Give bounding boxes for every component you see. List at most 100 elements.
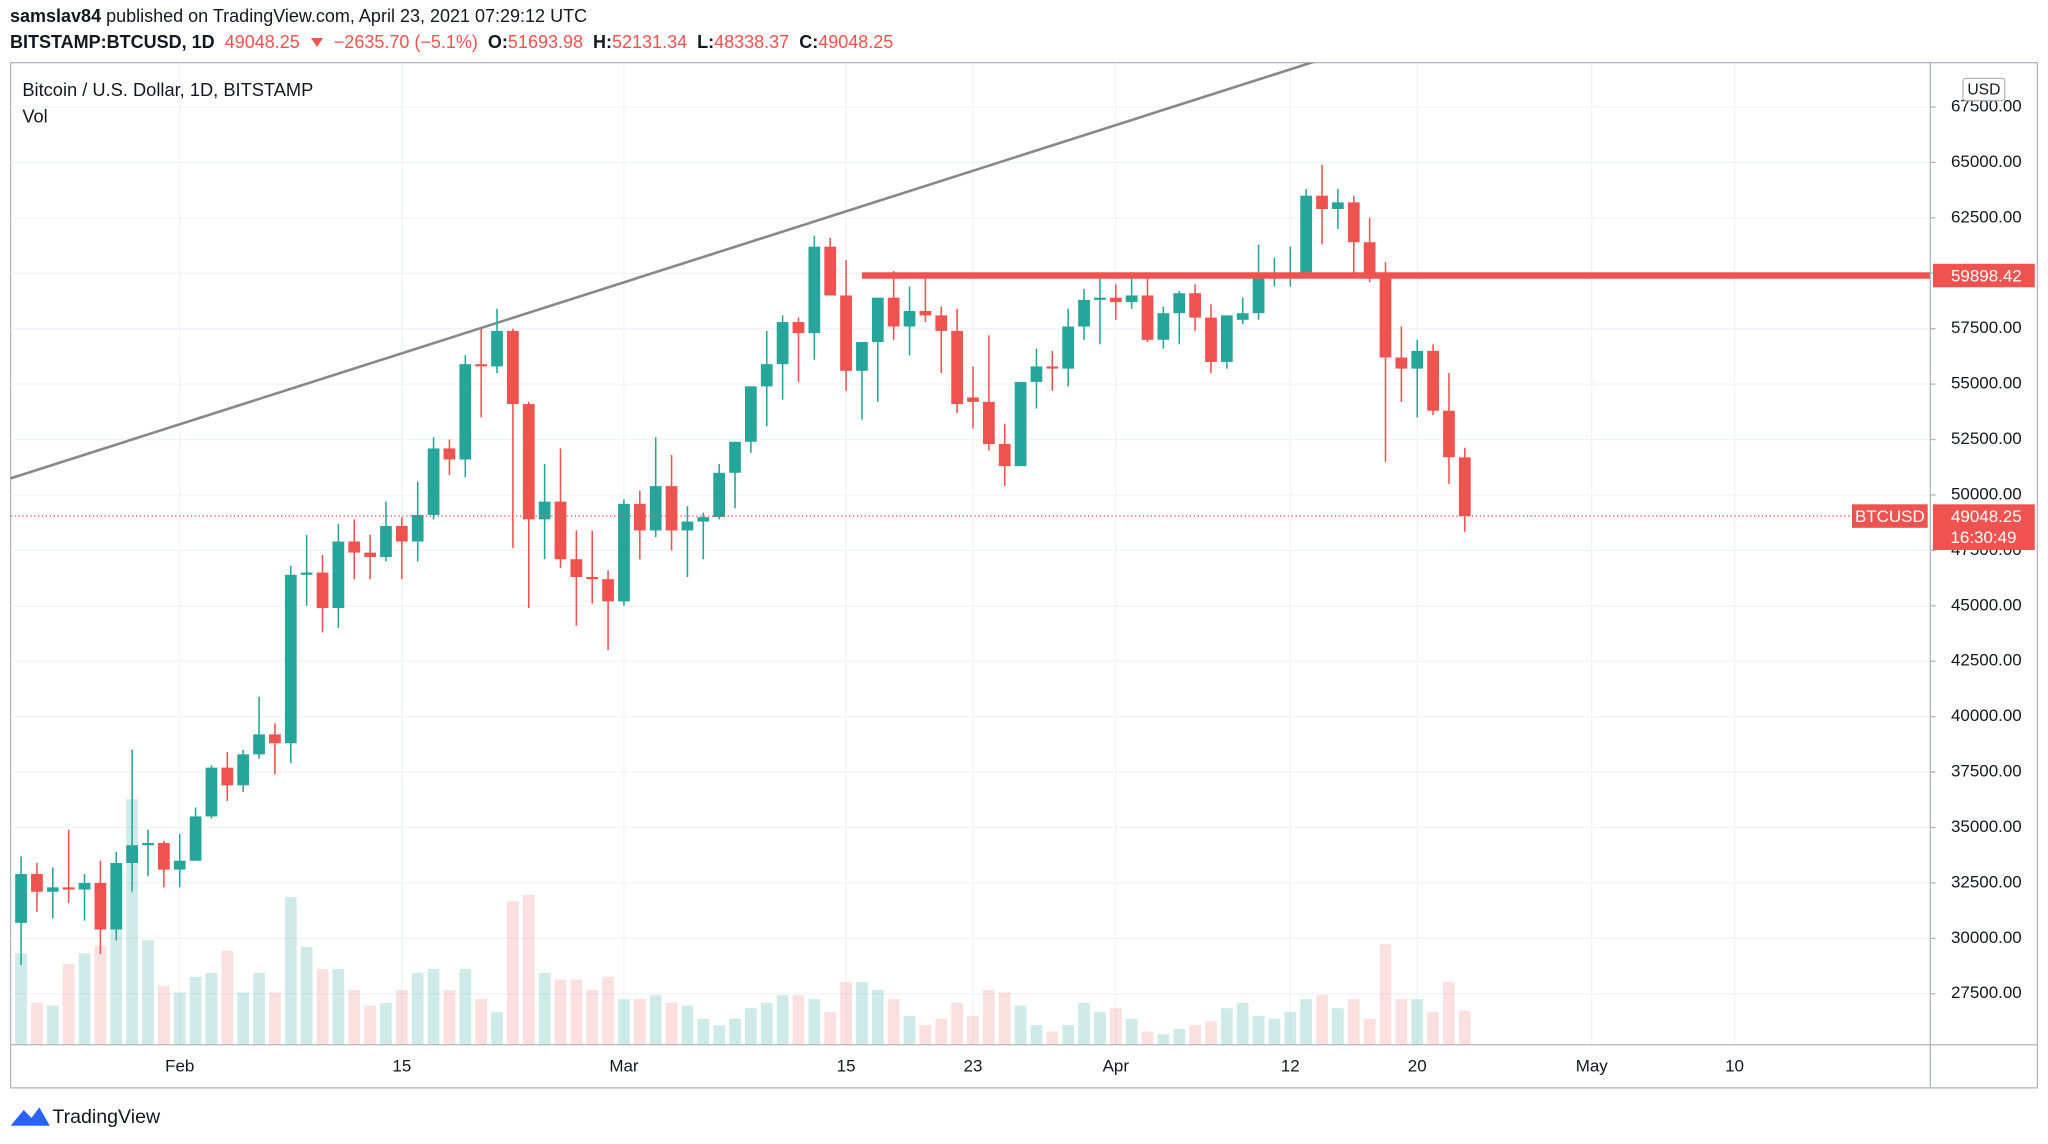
y-tick-label: 67500.00 — [1951, 97, 2022, 116]
candle-body — [554, 501, 567, 560]
volume-bar — [237, 992, 250, 1045]
candle-body — [808, 246, 821, 334]
candle-body — [760, 364, 773, 387]
candle-body — [745, 386, 757, 442]
volume-bar — [1094, 1012, 1106, 1045]
volume-bar — [1014, 1005, 1027, 1045]
candle-body — [142, 843, 154, 846]
volume-bar — [1300, 999, 1313, 1045]
frame — [9, 62, 2039, 1089]
volume-bar — [871, 989, 884, 1045]
candle-body — [332, 541, 345, 609]
candle-body — [1363, 242, 1376, 274]
volume-bar — [173, 992, 186, 1045]
candle-body — [316, 572, 329, 609]
volume-bar — [1347, 999, 1360, 1045]
candle-body — [1379, 273, 1392, 358]
candle-body — [126, 845, 139, 863]
volume-bar — [221, 950, 234, 1045]
countdown: 16:30:49 — [1950, 528, 2016, 547]
candle-body — [46, 887, 59, 892]
candle-body — [1189, 293, 1201, 318]
volume-bar — [1236, 1002, 1249, 1045]
candle-body — [284, 574, 297, 744]
symbol-tag-box — [1851, 504, 1928, 528]
volume-bar — [1220, 1008, 1233, 1045]
candle-body — [189, 816, 202, 861]
symbol-line: BITSTAMP:BTCUSD, 1D 49048.25 −2635.70 (−… — [10, 32, 898, 53]
volume-bar — [348, 989, 361, 1045]
y-tick-label: 42500.00 — [1951, 651, 2022, 670]
y-tick-label: 55000.00 — [1951, 374, 2022, 393]
candle-body — [62, 887, 75, 890]
candle-body — [570, 559, 583, 577]
volume-bar — [1157, 1034, 1170, 1045]
candle-body — [1395, 357, 1408, 369]
candle-body — [1316, 195, 1328, 209]
volume-bar — [1030, 1025, 1043, 1045]
candle-body — [1236, 313, 1249, 320]
x-tick-label: 20 — [1408, 1056, 1427, 1075]
volume-bar — [1284, 1012, 1297, 1045]
candle-body — [1125, 295, 1138, 303]
volume-bar — [300, 946, 313, 1045]
volume-bar — [729, 1018, 741, 1045]
volume-bar — [1078, 1002, 1090, 1045]
y-tick-label: 45000.00 — [1951, 595, 2022, 614]
volume-bar — [633, 999, 646, 1045]
ohlc-label: C: — [799, 32, 819, 52]
candle-body — [300, 572, 313, 575]
volume-bar — [1252, 1016, 1265, 1045]
candle-body — [1014, 381, 1027, 467]
candle-body — [173, 860, 186, 870]
volume-bar — [1332, 1008, 1344, 1045]
volume-bar — [31, 1002, 43, 1045]
candle-body — [348, 541, 361, 553]
y-tick-label: 37500.00 — [1951, 762, 2022, 781]
candle-body — [982, 401, 995, 444]
candle-body — [443, 448, 456, 460]
volume-bar — [887, 999, 900, 1045]
candle-body — [935, 315, 948, 331]
volume-bar — [586, 989, 599, 1045]
candle-body — [665, 486, 678, 531]
volume-bar — [967, 1016, 979, 1045]
candle-body — [459, 364, 472, 460]
y-tick-label: 52500.00 — [1951, 429, 2022, 448]
candle-body — [1157, 313, 1170, 340]
candle-body — [475, 364, 488, 367]
x-tick-label: 12 — [1281, 1056, 1300, 1075]
volume-bar — [427, 969, 440, 1045]
candle-body — [871, 297, 884, 343]
candle-body — [1046, 366, 1059, 369]
volume-pane — [15, 799, 1471, 1045]
volume-bar — [998, 992, 1011, 1045]
candle-body — [237, 754, 250, 786]
x-tick-label: Mar — [609, 1056, 639, 1075]
symbol-tag: BTCUSD — [1855, 507, 1925, 526]
candle-body — [713, 472, 726, 518]
y-tick-label: 65000.00 — [1951, 152, 2022, 171]
volume-bar — [713, 1025, 726, 1045]
volume-bar — [507, 901, 519, 1045]
candle-body — [157, 843, 170, 870]
volume-bar — [491, 1012, 503, 1045]
candle-body — [427, 448, 440, 515]
volume-bar — [1125, 1018, 1138, 1045]
currency: USD — [1967, 81, 2000, 98]
candle-body — [1347, 202, 1360, 243]
volume-bar — [1268, 1018, 1281, 1045]
volume-bar — [1141, 1031, 1154, 1045]
volume-bar — [269, 992, 281, 1045]
x-tick-label: 15 — [837, 1056, 856, 1075]
candle-body — [522, 404, 535, 520]
price-label-box — [1932, 504, 2035, 551]
ohlc-label: O: — [487, 32, 508, 52]
candle-body — [1109, 297, 1122, 303]
volume-bar — [903, 1016, 916, 1045]
candle-body — [269, 734, 281, 744]
publish-line: samslav84 published on TradingView.com, A… — [10, 6, 592, 27]
x-tick-label: 15 — [392, 1056, 411, 1075]
volume-bar — [681, 1005, 694, 1045]
volume-label: Vol — [22, 105, 47, 126]
